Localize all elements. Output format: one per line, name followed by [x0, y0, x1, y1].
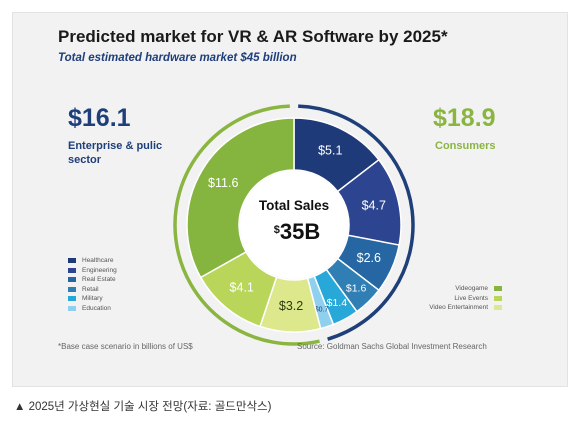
- legend-swatch: [68, 286, 76, 292]
- center-label: Total Sales: [259, 198, 329, 213]
- legend-swatch: [68, 305, 76, 311]
- chart-subtitle: Total estimated hardware market $45 bill…: [58, 52, 297, 64]
- slice-label-retail: $1.6: [346, 283, 367, 295]
- legend-item-healthcare: Healthcare: [68, 256, 117, 266]
- legend-item-education: Education: [68, 304, 117, 314]
- slice-label-engineering: $4.7: [362, 198, 386, 212]
- slice-label-videogame: $11.6: [208, 176, 238, 190]
- slice-label-military: $1.4: [327, 297, 348, 309]
- legend-label: Video Entertainment: [429, 304, 488, 312]
- consumer-total: $18.9: [433, 104, 496, 132]
- slice-label-healthcare: $5.1: [318, 144, 342, 158]
- legend-swatch: [68, 296, 76, 302]
- center-value: $35B: [274, 219, 320, 244]
- slice-label-video-entertainment: $3.2: [279, 299, 303, 313]
- slice-videogame: [186, 117, 295, 279]
- legend-label: Retail: [82, 285, 99, 293]
- legend-swatch: [68, 258, 76, 264]
- legend-item-video-entertainment: Video Entertainment: [418, 303, 502, 313]
- legend-label: Live Events: [454, 294, 488, 302]
- footnote: *Base case scenario in billions of US$: [58, 342, 193, 351]
- legend-swatch: [68, 277, 76, 283]
- legend-item-retail: Retail: [68, 285, 117, 295]
- legend-item-videogame: Videogame: [418, 284, 502, 294]
- legend-label: Real Estate: [82, 276, 116, 284]
- enterprise-total: $16.1: [68, 104, 131, 132]
- slice-label-education: $0.7: [315, 306, 329, 313]
- figure-caption: ▲ 2025년 가상현실 기술 시장 전망(자료: 골드만삭스): [14, 401, 272, 413]
- slice-label-live-events: $4.1: [230, 280, 254, 294]
- legend-label: Videogame: [455, 285, 488, 293]
- chart-title: Predicted market for VR & AR Software by…: [58, 27, 448, 46]
- source-note: Source: Goldman Sachs Global Investment …: [297, 342, 487, 351]
- consumer-outer-ring: [173, 104, 320, 346]
- legend-label: Engineering: [82, 266, 117, 274]
- legend-item-live-events: Live Events: [418, 294, 502, 304]
- donut-hole: [240, 171, 348, 279]
- legend-item-real-estate: Real Estate: [68, 275, 117, 285]
- legend-item-engineering: Engineering: [68, 266, 117, 276]
- slice-label-real-estate: $2.6: [357, 251, 381, 265]
- enterprise-outer-ring: [298, 104, 415, 341]
- legend-label: Military: [82, 295, 103, 303]
- legend-consumer: Videogame Live Events Video Entertainment: [418, 284, 502, 313]
- legend-swatch: [494, 286, 502, 292]
- legend-enterprise: Healthcare Engineering Real Estate Retail Mi…: [68, 256, 117, 313]
- consumer-label: Consumers: [435, 140, 496, 152]
- legend-swatch: [494, 305, 502, 311]
- legend-swatch: [68, 267, 76, 273]
- legend-label: Healthcare: [82, 257, 114, 265]
- legend-label: Education: [82, 304, 111, 312]
- enterprise-label: Enterprise & pulic sector: [68, 140, 163, 166]
- legend-swatch: [494, 295, 502, 301]
- legend-item-military: Military: [68, 294, 117, 304]
